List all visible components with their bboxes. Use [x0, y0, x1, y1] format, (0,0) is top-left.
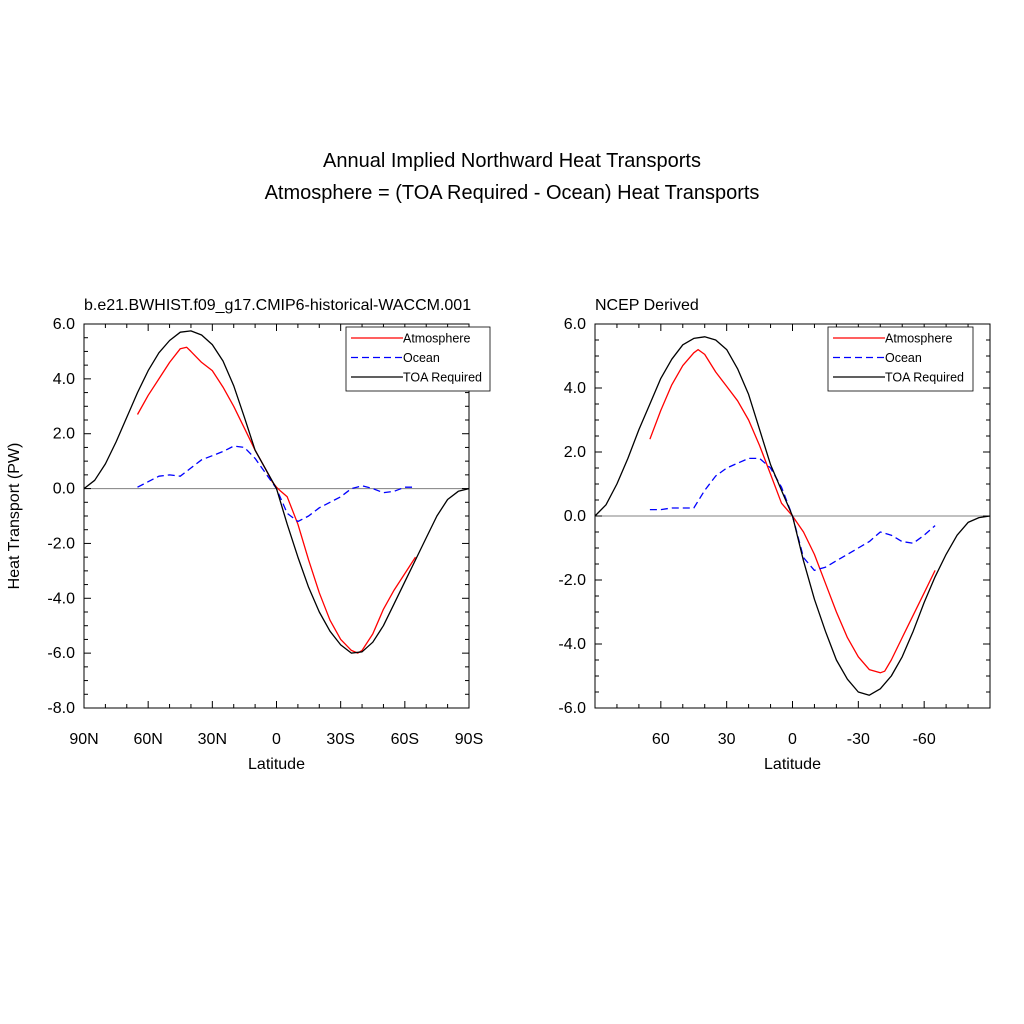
legend: Atmosphere Ocean TOA Required [345, 326, 491, 392]
x-tick-label: 0 [272, 731, 281, 748]
x-axis-label: Latitude [764, 756, 821, 773]
y-tick-label: 2.0 [53, 426, 75, 443]
y-tick-label: 4.0 [564, 380, 586, 397]
x-tick-label: 0 [788, 731, 797, 748]
y-axis-label: Heat Transport (PW) [6, 443, 23, 590]
x-tick-label: 60S [391, 731, 419, 748]
y-tick-label: -4.0 [47, 590, 75, 607]
y-tick-label: -2.0 [558, 572, 586, 589]
y-tick-label: -4.0 [558, 636, 586, 653]
y-tick-label: -6.0 [47, 645, 75, 662]
x-tick-label: 60 [652, 731, 670, 748]
panel-title: b.e21.BWHIST.f09_g17.CMIP6-historical-WA… [84, 297, 471, 314]
x-tick-label: 60N [133, 731, 162, 748]
x-tick-label: -30 [847, 731, 870, 748]
x-tick-label: 90N [69, 731, 98, 748]
legend-label-toa-required: TOA Required [885, 371, 964, 385]
y-tick-label: -8.0 [47, 700, 75, 717]
x-tick-label: 30 [718, 731, 736, 748]
figure-title-line2: Atmosphere = (TOA Required - Ocean) Heat… [264, 182, 760, 204]
legend-label-ocean: Ocean [403, 351, 440, 365]
y-tick-label: 6.0 [53, 316, 75, 333]
legend-label-ocean: Ocean [885, 351, 922, 365]
y-tick-label: 0.0 [53, 481, 75, 498]
legend-label-toa-required: TOA Required [403, 371, 482, 385]
x-tick-label: 30N [198, 731, 227, 748]
legend-label-atmosphere: Atmosphere [403, 332, 470, 346]
legend: Atmosphere Ocean TOA Required [827, 326, 974, 392]
panel-title: NCEP Derived [595, 297, 699, 314]
y-tick-label: 6.0 [564, 316, 586, 333]
chart-panel-waccm: 6.0 4.0 2.0 0.0 -2.0 -4.0 -6.0 -8.0 90N 60N 30N 0 30… [6, 297, 491, 773]
y-tick-label: -6.0 [558, 700, 586, 717]
x-tick-label: 30S [326, 731, 354, 748]
x-axis-label: Latitude [248, 756, 305, 773]
y-tick-label: -2.0 [47, 535, 75, 552]
x-tick-label: 90S [455, 731, 483, 748]
series-line-toa-required [83, 330, 470, 654]
series-line-atmosphere [649, 348, 936, 674]
y-tick-label: 4.0 [53, 371, 75, 388]
y-tick-label: 2.0 [564, 444, 586, 461]
figure-title-line1: Annual Implied Northward Heat Transports [323, 150, 701, 172]
legend-label-atmosphere: Atmosphere [885, 332, 952, 346]
series-line-toa-required [594, 336, 991, 696]
series-line-atmosphere [136, 346, 417, 654]
chart-panel-ncep: 6.0 4.0 2.0 0.0 -2.0 -4.0 -6.0 60 30 0 -30 -60 Latit… [558, 297, 991, 773]
x-tick-label: -60 [913, 731, 936, 748]
series-line-ocean [137, 445, 416, 523]
y-tick-label: 0.0 [564, 508, 586, 525]
